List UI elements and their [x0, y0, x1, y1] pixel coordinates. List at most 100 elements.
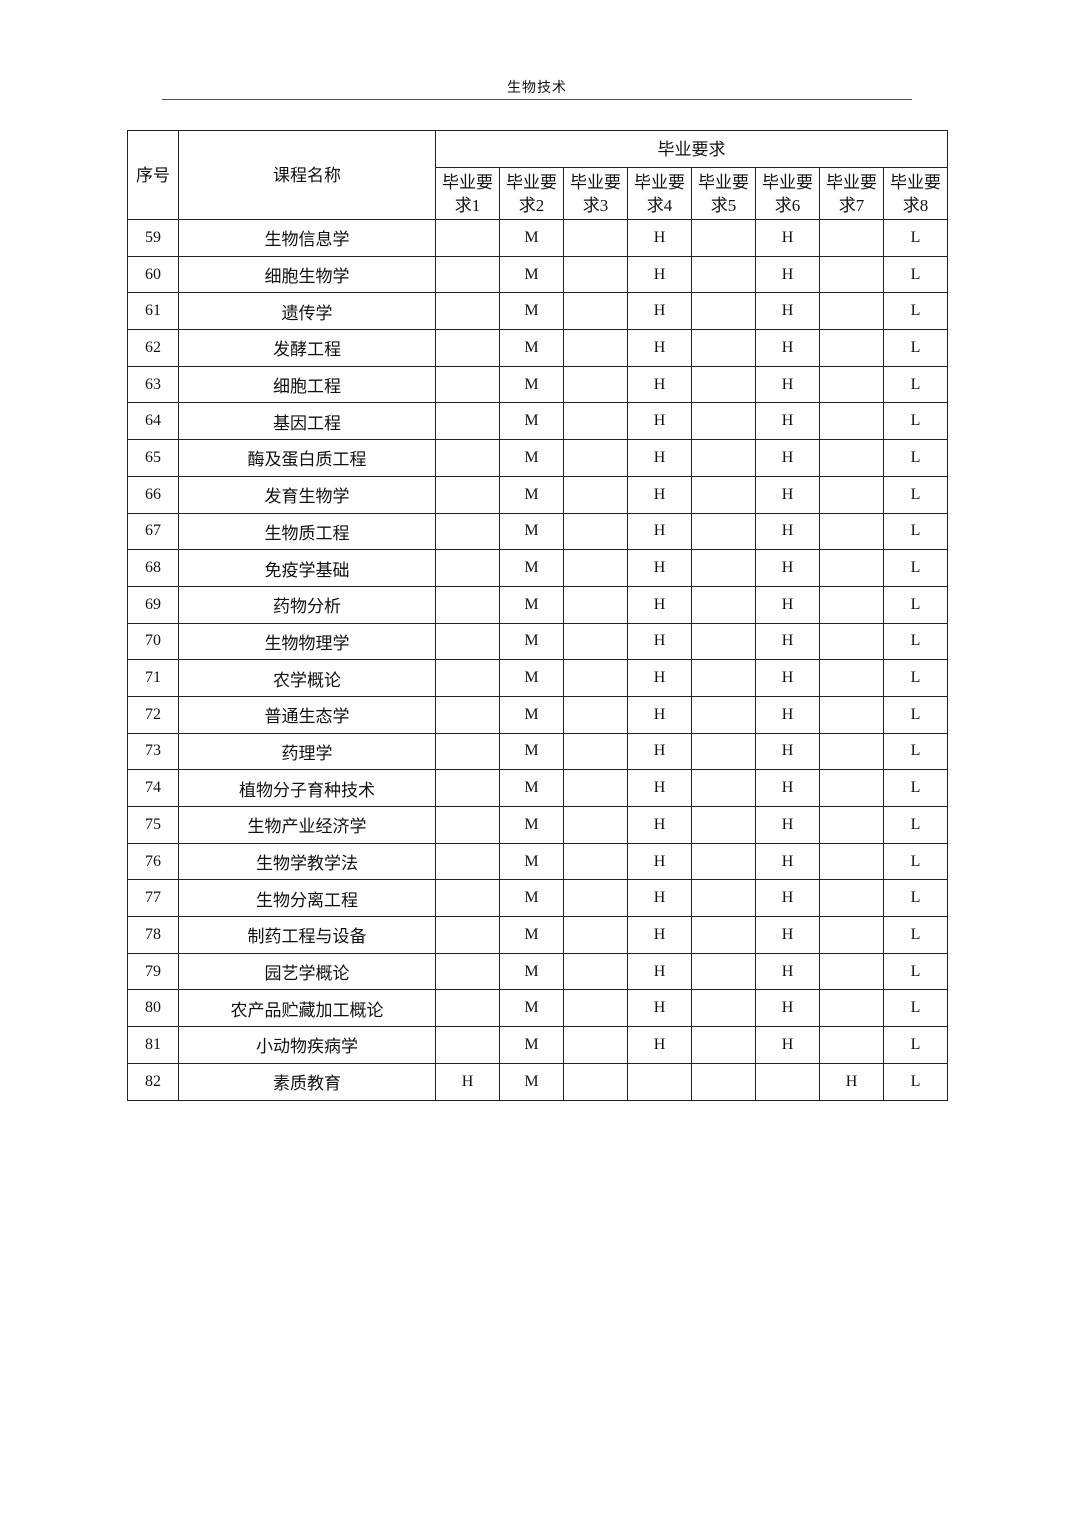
req-6-cell: [755, 1062, 820, 1101]
req-8-cell: L: [883, 549, 948, 587]
req-7-cell: [819, 475, 884, 514]
req-5-cell: [691, 769, 756, 807]
req-5-cell: [691, 916, 756, 954]
course-name: 基因工程: [178, 402, 436, 441]
req-3-cell: [563, 695, 628, 734]
req-8-cell: L: [883, 585, 948, 624]
req-4-cell: [627, 1062, 692, 1101]
req-1-cell: [435, 989, 500, 1028]
req-2-cell: M: [499, 695, 564, 734]
req-7-cell: [819, 695, 884, 734]
req-3-cell: [563, 879, 628, 918]
req-3-cell: [563, 989, 628, 1028]
req-5-cell: [691, 695, 756, 734]
req-6-cell: H: [755, 952, 820, 991]
req-7-cell: [819, 952, 884, 991]
req-7-cell: [819, 806, 884, 844]
req-1-cell: [435, 549, 500, 587]
req-1-cell: [435, 329, 500, 367]
table-row: 59 生物信息学 M H H L: [127, 219, 948, 257]
req-4-cell: H: [627, 989, 692, 1028]
req-7-cell: [819, 219, 884, 257]
req-3-cell: [563, 292, 628, 331]
req-2-cell: M: [499, 512, 564, 551]
req-7-cell: [819, 732, 884, 771]
col-header-req-4: 毕业要求4: [627, 167, 692, 220]
req-4-cell: H: [627, 439, 692, 477]
req-2-cell: M: [499, 989, 564, 1028]
course-name: 发酵工程: [178, 329, 436, 367]
req-7-cell: [819, 879, 884, 918]
req-8-cell: L: [883, 329, 948, 367]
req-1-cell: [435, 879, 500, 918]
req-2-cell: M: [499, 402, 564, 441]
req-2-cell: M: [499, 659, 564, 697]
table-row: 69 药物分析 M H H L: [127, 585, 948, 624]
req-7-cell: [819, 842, 884, 881]
req-2-cell: M: [499, 439, 564, 477]
table-row: 64 基因工程 M H H L: [127, 402, 948, 441]
req-6-cell: H: [755, 365, 820, 404]
req-6-cell: H: [755, 475, 820, 514]
req-3-cell: [563, 916, 628, 954]
req-7-cell: [819, 255, 884, 294]
course-name: 生物学教学法: [178, 842, 436, 881]
req-2-cell: M: [499, 475, 564, 514]
req-6-cell: H: [755, 585, 820, 624]
req-4-cell: H: [627, 879, 692, 918]
course-name: 药理学: [178, 732, 436, 771]
req-7-cell: [819, 916, 884, 954]
col-header-course: 课程名称: [178, 130, 436, 220]
req-1-cell: [435, 219, 500, 257]
req-6-cell: H: [755, 695, 820, 734]
row-index: 80: [127, 989, 179, 1028]
req-1-cell: [435, 292, 500, 331]
req-5-cell: [691, 219, 756, 257]
req-3-cell: [563, 585, 628, 624]
req-7-cell: [819, 659, 884, 697]
req-1-cell: [435, 916, 500, 954]
row-index: 69: [127, 585, 179, 624]
req-2-cell: M: [499, 255, 564, 294]
table-row: 74 植物分子育种技术 M H H L: [127, 769, 948, 807]
req-8-cell: L: [883, 255, 948, 294]
req-1-cell: [435, 402, 500, 441]
req-5-cell: [691, 475, 756, 514]
req-8-cell: L: [883, 292, 948, 331]
req-7-cell: H: [819, 1062, 884, 1101]
req-4-cell: H: [627, 659, 692, 697]
req-2-cell: M: [499, 916, 564, 954]
req-5-cell: [691, 439, 756, 477]
req-2-cell: M: [499, 585, 564, 624]
row-index: 74: [127, 769, 179, 807]
req-5-cell: [691, 585, 756, 624]
table-row: 62 发酵工程 M H H L: [127, 329, 948, 367]
req-4-cell: H: [627, 475, 692, 514]
col-header-group: 毕业要求: [435, 130, 948, 168]
req-2-cell: M: [499, 732, 564, 771]
req-3-cell: [563, 952, 628, 991]
req-4-cell: H: [627, 1026, 692, 1064]
req-3-cell: [563, 806, 628, 844]
req-5-cell: [691, 806, 756, 844]
req-6-cell: H: [755, 989, 820, 1028]
table-row: 82 素质教育 H M H L: [127, 1062, 948, 1101]
req-8-cell: L: [883, 1026, 948, 1064]
req-1-cell: [435, 512, 500, 551]
req-4-cell: H: [627, 512, 692, 551]
req-5-cell: [691, 842, 756, 881]
req-4-cell: H: [627, 255, 692, 294]
row-index: 81: [127, 1026, 179, 1064]
course-name: 生物产业经济学: [178, 806, 436, 844]
req-3-cell: [563, 769, 628, 807]
req-1-cell: [435, 475, 500, 514]
table-row: 63 细胞工程 M H H L: [127, 365, 948, 404]
req-5-cell: [691, 1026, 756, 1064]
req-1-cell: [435, 365, 500, 404]
table-row: 68 免疫学基础 M H H L: [127, 549, 948, 587]
table-row: 78 制药工程与设备 M H H L: [127, 916, 948, 954]
req-7-cell: [819, 1026, 884, 1064]
table-row: 73 药理学 M H H L: [127, 732, 948, 771]
req-1-cell: H: [435, 1062, 500, 1101]
req-4-cell: H: [627, 365, 692, 404]
